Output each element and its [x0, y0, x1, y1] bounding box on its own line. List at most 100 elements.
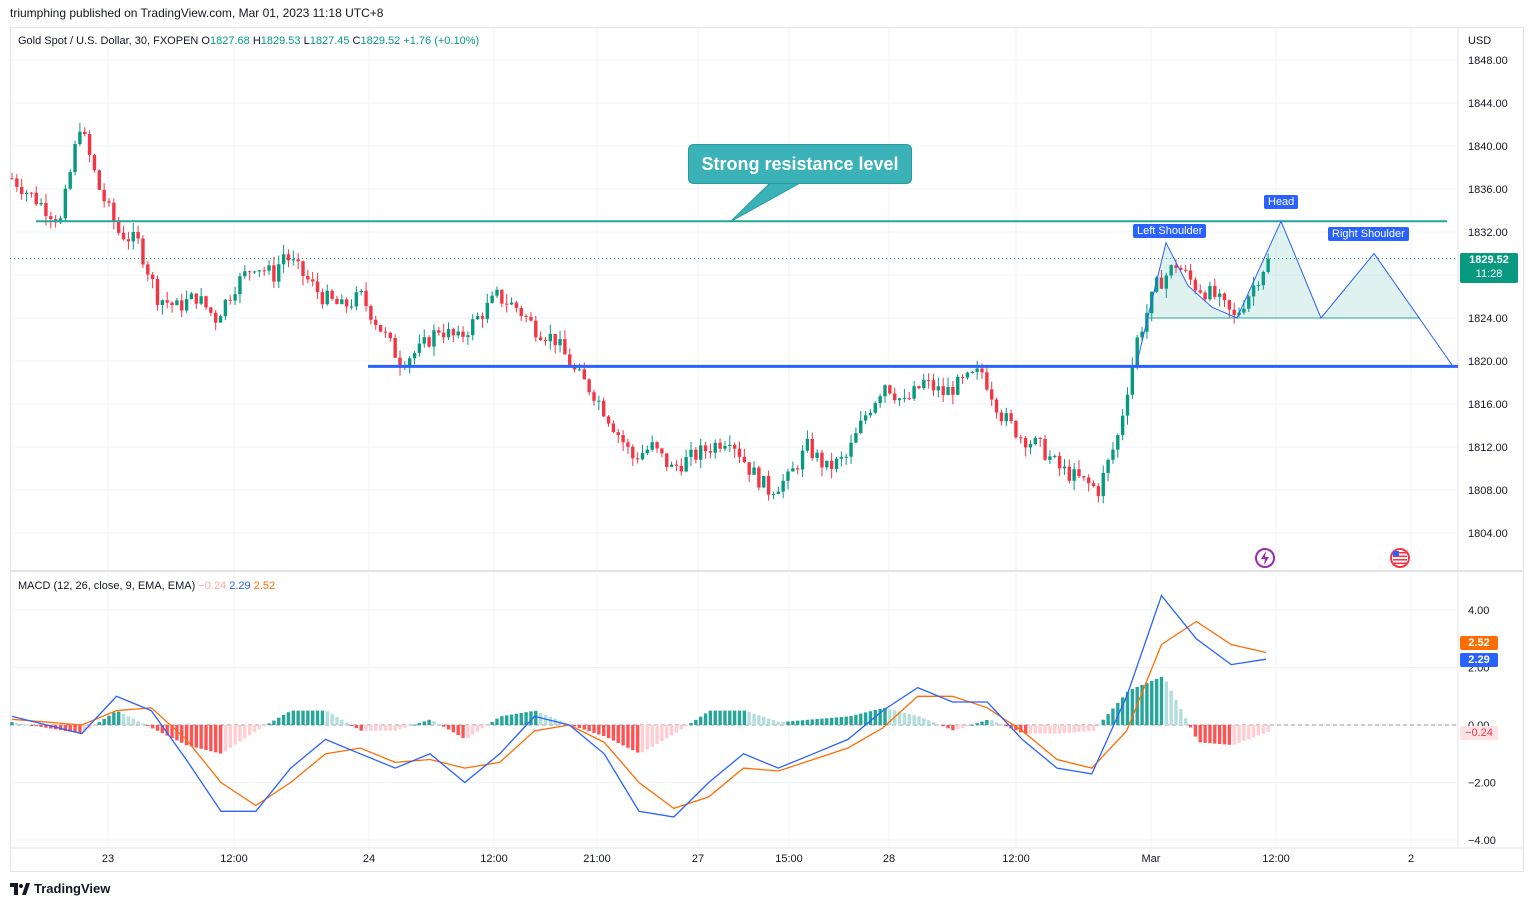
macd-histogram-bar	[1125, 691, 1130, 725]
macd-histogram-bar	[466, 725, 470, 738]
candle-body	[781, 480, 785, 492]
macd-histogram-bar	[1266, 725, 1270, 732]
macd-histogram-bar	[490, 721, 494, 725]
candle-body	[296, 259, 300, 262]
candle-body	[272, 265, 276, 282]
macd-histogram-bar	[1120, 697, 1125, 725]
candle-body	[412, 353, 417, 359]
time-axis-label: 23	[102, 853, 114, 865]
macd-histogram-bar	[859, 713, 863, 725]
candle-body	[597, 400, 601, 402]
last-price-badge: 1829.52 11:28	[1460, 253, 1518, 283]
candle-body	[689, 449, 693, 457]
candle-body	[936, 386, 941, 391]
candle-body	[126, 239, 131, 242]
macd-histogram-bar	[1019, 725, 1023, 733]
candle-body	[83, 131, 87, 135]
macd-histogram-bar	[393, 725, 397, 731]
candle-body	[1164, 275, 1168, 289]
candle-body	[931, 380, 936, 391]
macd-histogram-bar	[63, 725, 68, 731]
candle-body	[771, 493, 776, 495]
time-axis-label: 12:00	[1262, 853, 1290, 865]
macd-histogram-bar	[446, 725, 451, 730]
macd-histogram-bar	[737, 710, 742, 725]
candle-body	[1266, 258, 1270, 272]
macd-histogram-bar	[781, 721, 785, 725]
candle-body	[243, 271, 247, 277]
head-label[interactable]: Head	[1264, 195, 1299, 209]
candle-body	[199, 296, 203, 304]
candle-body	[238, 276, 242, 295]
candle-body	[718, 442, 722, 449]
macd-histogram-bar	[907, 713, 911, 725]
macd-histogram-bar	[1222, 725, 1227, 745]
candle-body	[87, 134, 92, 155]
candle-body	[834, 458, 839, 470]
macd-histogram-bar	[791, 721, 795, 725]
macd-histogram-bar	[679, 725, 683, 730]
macd-histogram-bar	[1232, 725, 1236, 745]
macd-histogram-bar	[175, 725, 179, 741]
macd-histogram-bar	[272, 720, 276, 725]
macd-histogram-bar	[674, 725, 679, 733]
macd-histogram-bar	[451, 725, 456, 733]
candle-body	[1028, 444, 1033, 448]
macd-histogram-bar	[519, 712, 523, 725]
candle-body	[340, 299, 344, 305]
lightning-icon	[1255, 548, 1275, 568]
tradingview-logo-icon[interactable]	[10, 882, 30, 895]
macd-histogram-bar	[1038, 725, 1042, 734]
macd-histogram-bar	[102, 718, 106, 725]
currency-label[interactable]: USD	[1468, 35, 1492, 47]
candle-body	[117, 221, 121, 233]
macd-histogram-bar	[126, 716, 131, 725]
candle-body	[868, 412, 873, 416]
macd-histogram-bar	[403, 725, 407, 728]
candle-body	[611, 423, 616, 433]
macd-histogram-bar	[141, 723, 145, 725]
candle-body	[44, 203, 48, 217]
candle-body	[635, 458, 640, 460]
candle-body	[999, 412, 1004, 422]
candle-body	[1062, 466, 1067, 469]
left-shoulder-label[interactable]: Left Shoulder	[1133, 224, 1207, 238]
macd-histogram-bar	[1004, 725, 1008, 727]
candle-body	[311, 279, 315, 282]
lightning-icon-bolt	[1261, 551, 1269, 565]
candle-body	[146, 264, 150, 275]
candle-body	[441, 332, 446, 338]
right-shoulder-label[interactable]: Right Shoulder	[1328, 227, 1409, 241]
time-axis-label: 12:00	[480, 853, 508, 865]
macd-line-badge: 2.29	[1460, 653, 1498, 667]
candle-body	[393, 337, 397, 358]
symbol-name[interactable]: Gold Spot / U.S. Dollar, 30, FXOPEN	[18, 35, 199, 47]
candle-body	[616, 432, 620, 436]
candle-body	[286, 254, 291, 261]
macd-histogram-bar	[1028, 725, 1033, 734]
resistance-callout[interactable]: Strong resistance level	[688, 144, 912, 184]
macd-histogram-bar	[39, 725, 43, 727]
macd-histogram-bar	[301, 710, 305, 725]
candle-body	[78, 131, 82, 144]
tradingview-brand[interactable]: TradingView	[34, 881, 111, 896]
macd-histogram-bar	[291, 710, 295, 725]
us-flag-icon-stripe	[1393, 552, 1407, 554]
candle-body	[39, 203, 43, 205]
candle-body	[150, 274, 155, 279]
candle-body	[674, 464, 679, 466]
macd-title[interactable]: MACD (12, 26, close, 9, EMA, EMA)	[18, 580, 196, 592]
candle-body	[786, 471, 790, 481]
candle-body	[839, 456, 844, 459]
macd-histogram-bar	[417, 722, 422, 725]
macd-histogram-bar	[694, 719, 698, 725]
candle-body	[422, 337, 426, 344]
macd-histogram-bar	[844, 716, 848, 725]
candle-body	[713, 442, 717, 453]
candle-body	[568, 354, 572, 367]
macd-histogram-bar	[800, 720, 805, 725]
macd-histogram-bar	[514, 713, 519, 725]
candle-body	[1023, 438, 1028, 448]
macd-histogram-bar	[378, 725, 383, 731]
